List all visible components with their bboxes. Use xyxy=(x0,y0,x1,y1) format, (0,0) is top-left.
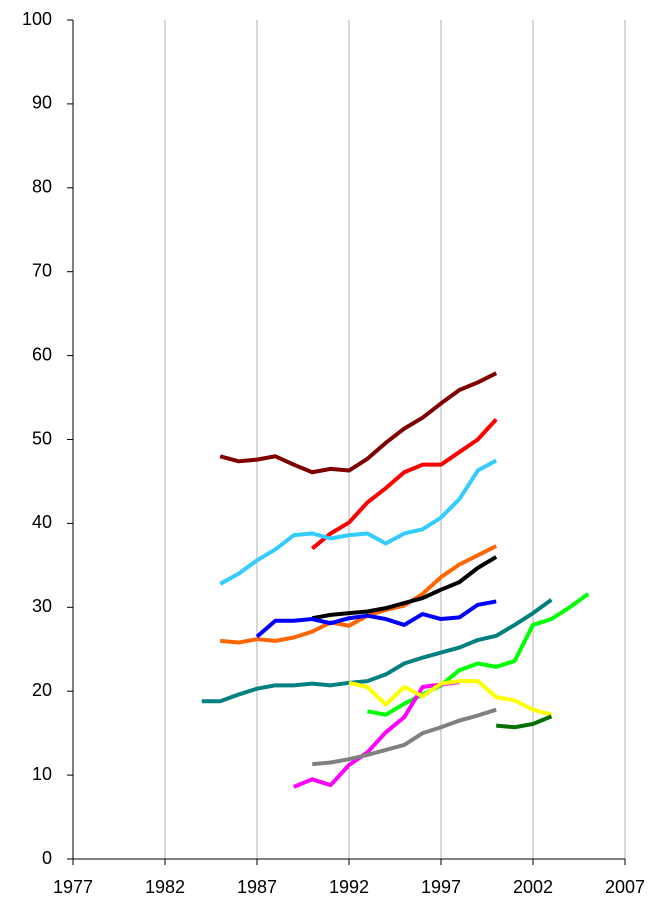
series-line xyxy=(348,679,552,717)
series-line xyxy=(201,598,553,704)
series-line xyxy=(220,544,498,645)
y-tick-label: 10 xyxy=(32,764,52,784)
x-tick-label: 1997 xyxy=(421,877,461,897)
x-tick-label: 2007 xyxy=(605,877,645,897)
series-line xyxy=(496,714,553,730)
y-tick-label: 60 xyxy=(32,344,52,364)
x-tick-label: 1987 xyxy=(237,877,277,897)
y-tick-label: 30 xyxy=(32,596,52,616)
y-tick-label: 80 xyxy=(32,177,52,197)
series-line xyxy=(219,371,498,475)
series-line xyxy=(310,418,498,551)
series-line xyxy=(311,555,498,621)
y-tick-label: 0 xyxy=(42,848,52,868)
y-tick-label: 100 xyxy=(22,9,52,29)
x-tick-label: 2002 xyxy=(513,877,553,897)
x-tick-label: 1992 xyxy=(329,877,369,897)
y-tick-label: 70 xyxy=(32,260,52,280)
y-tick-label: 50 xyxy=(32,428,52,448)
series-line xyxy=(367,592,590,717)
y-tick-label: 40 xyxy=(32,512,52,532)
series-line xyxy=(219,458,498,586)
series-line xyxy=(255,599,497,639)
series-line xyxy=(293,679,460,789)
x-tick-label: 1977 xyxy=(53,877,93,897)
series-line xyxy=(312,707,497,767)
y-tick-label: 90 xyxy=(32,93,52,113)
y-tick-label: 20 xyxy=(32,680,52,700)
x-tick-label: 1982 xyxy=(145,877,185,897)
